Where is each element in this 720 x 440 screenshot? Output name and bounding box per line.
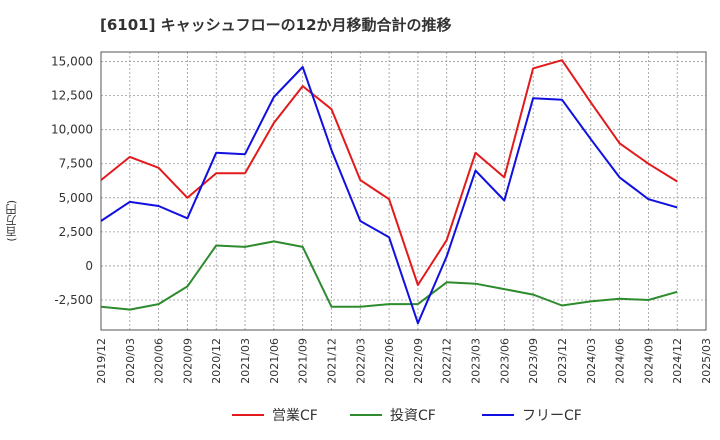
legend-label-investing: 投資CF — [390, 408, 436, 424]
x-tick-label: 2023/03 — [470, 338, 483, 384]
x-tick-label: 2020/03 — [124, 338, 137, 384]
x-tick-label: 2022/09 — [412, 338, 425, 384]
legend-item-investing-cf: 投資CF — [350, 405, 436, 425]
x-tick-label: 2024/06 — [614, 338, 627, 384]
series-line-2 — [100, 66, 678, 325]
legend-swatch-operating — [232, 414, 264, 416]
x-tick-label: 2023/12 — [556, 338, 569, 384]
y-tick-label: -2,500 — [54, 293, 93, 307]
series-line-1 — [100, 240, 678, 311]
chart-title: [6101] キャッシュフローの12か月移動合計の推移 — [100, 16, 452, 34]
x-tick-label: 2020/09 — [181, 338, 194, 384]
series-line-0 — [100, 59, 678, 286]
x-tick-label: 2022/06 — [383, 338, 396, 384]
y-tick-label: 0 — [85, 259, 93, 273]
y-tick-label: 2,500 — [59, 225, 93, 239]
y-tick-label: 12,500 — [51, 89, 93, 103]
plot-border — [100, 51, 707, 331]
x-tick-label: 2022/12 — [441, 338, 454, 384]
x-tick-label: 2024/09 — [642, 338, 655, 384]
x-tick-label: 2021/03 — [239, 338, 252, 384]
x-tick-label: 2020/12 — [210, 338, 223, 384]
legend-label-operating: 営業CF — [272, 408, 318, 424]
x-tick-label: 2022/03 — [354, 338, 367, 384]
y-tick-label: 10,000 — [51, 123, 93, 137]
x-tick-label: 2023/06 — [498, 338, 511, 384]
legend-swatch-investing — [350, 414, 382, 416]
x-tick-label: 2021/12 — [325, 338, 338, 384]
y-tick-label: 15,000 — [51, 55, 93, 69]
x-tick-label: 2025/03 — [700, 338, 713, 384]
y-tick-label: 5,000 — [59, 191, 93, 205]
x-tick-label: 2021/06 — [268, 338, 281, 384]
x-tick-label: 2021/09 — [297, 338, 310, 384]
legend-item-operating-cf: 営業CF — [232, 405, 318, 425]
legend-swatch-free — [482, 414, 514, 416]
x-tick-label: 2023/09 — [527, 338, 540, 384]
x-tick-label: 2024/03 — [585, 338, 598, 384]
x-tick-label: 2019/12 — [95, 338, 108, 384]
legend-label-free: フリーCF — [522, 408, 582, 424]
x-tick-label: 2024/12 — [671, 338, 684, 384]
x-tick-label: 2020/06 — [153, 338, 166, 384]
y-tick-label: 7,500 — [59, 157, 93, 171]
legend-item-free-cf: フリーCF — [482, 405, 582, 425]
